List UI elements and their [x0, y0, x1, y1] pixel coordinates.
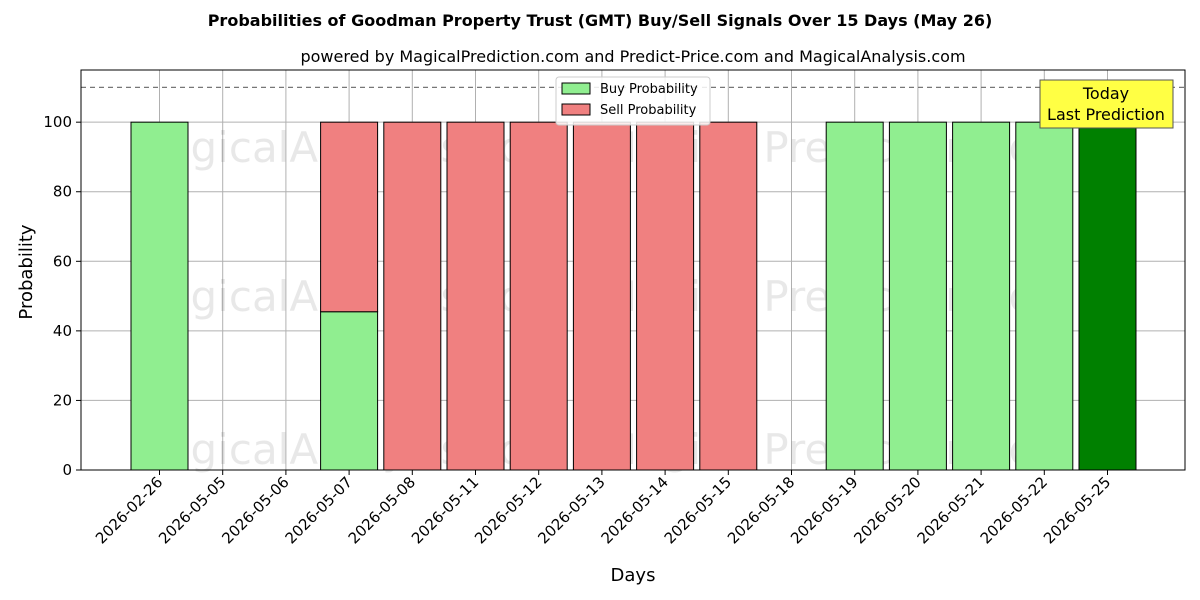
x-tick-label: 2026-05-05	[155, 473, 229, 547]
x-tick-label: 2026-05-11	[408, 473, 482, 547]
x-tick-label: 2026-05-20	[850, 473, 924, 547]
bar-sell	[572, 121, 631, 471]
y-axis: 0 20 40 60 80 100	[43, 113, 81, 479]
x-axis: 2026-02-262026-05-052026-05-062026-05-07…	[92, 470, 1114, 547]
y-tick-label: 80	[53, 183, 72, 201]
bar-sell	[636, 121, 695, 471]
x-tick-label: 2026-05-21	[914, 473, 988, 547]
annotation-box	[1039, 79, 1174, 129]
annotation-line1: Today	[1082, 84, 1129, 103]
legend-label-sell: Sell Probability	[600, 103, 697, 118]
x-tick-label: 2026-05-22	[977, 473, 1051, 547]
legend-swatch-sell	[561, 103, 591, 116]
x-tick-label: 2026-05-08	[345, 473, 419, 547]
bar-sell	[699, 121, 758, 471]
bar-buy	[1078, 121, 1137, 471]
bar-buy	[1015, 121, 1074, 471]
bar-buy	[888, 121, 947, 471]
bar-sell	[383, 121, 442, 471]
y-axis-label: Probability	[16, 224, 37, 319]
x-axis-label: Days	[611, 565, 656, 586]
legend-box	[555, 76, 711, 126]
today-annotation: Today Last Prediction	[1039, 79, 1174, 129]
x-tick-label: 2026-05-12	[471, 473, 545, 547]
x-tick-label: 2026-05-06	[218, 473, 292, 547]
y-tick-label: 20	[53, 391, 72, 409]
bar-sell	[509, 121, 568, 471]
y-tick-label: 0	[62, 461, 72, 479]
chart-subtitle: powered by MagicalPrediction.com and Pre…	[300, 47, 965, 66]
y-tick-label: 40	[53, 322, 72, 340]
legend-swatch-buy	[561, 82, 591, 95]
bar-sell	[320, 121, 379, 313]
legend-label-buy: Buy Probability	[600, 82, 698, 97]
bar-buy	[320, 311, 379, 471]
plot-frame	[80, 69, 1186, 471]
annotation-line2: Last Prediction	[1047, 105, 1165, 124]
y-tick-label: 100	[43, 113, 72, 131]
x-tick-label: 2026-05-18	[724, 473, 798, 547]
x-tick-label: 2026-05-15	[661, 473, 735, 547]
y-tick-label: 60	[53, 252, 72, 270]
x-tick-label: 2026-05-19	[787, 473, 861, 547]
x-tick-label: 2026-05-14	[598, 473, 672, 547]
x-tick-label: 2026-02-26	[92, 473, 166, 547]
bar-sell	[446, 121, 505, 471]
x-tick-label: 2026-05-07	[282, 473, 356, 547]
x-tick-label: 2026-05-25	[1040, 473, 1114, 547]
bar-buy	[130, 121, 189, 471]
bars	[130, 121, 1137, 471]
legend: Buy Probability Sell Probability	[555, 76, 711, 126]
bar-buy	[825, 121, 884, 471]
chart-title: Probabilities of Goodman Property Trust …	[208, 11, 993, 30]
x-tick-label: 2026-05-13	[534, 473, 608, 547]
bar-buy	[952, 121, 1011, 471]
